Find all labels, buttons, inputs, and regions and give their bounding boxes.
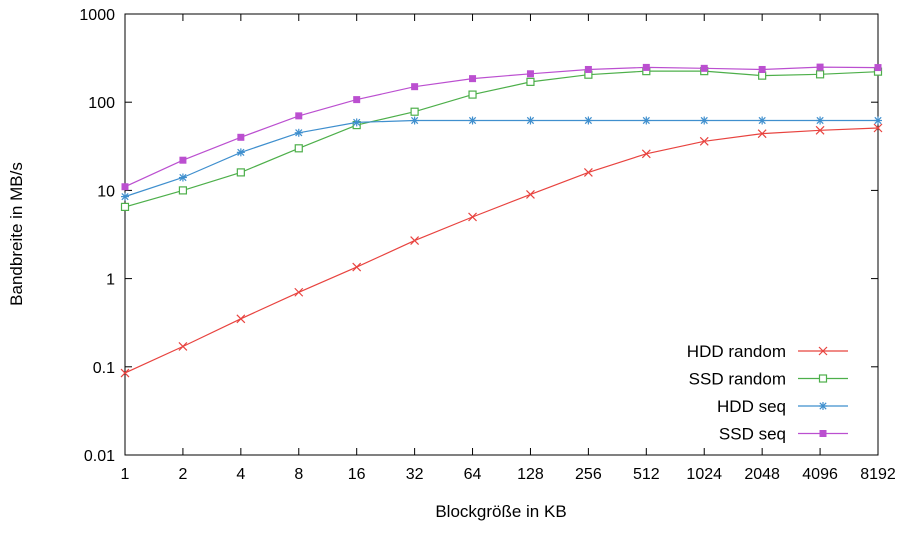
cross-marker (815, 125, 825, 135)
asterisk-marker (526, 116, 535, 125)
x-tick-label: 256 (575, 466, 602, 483)
asterisk-marker (819, 402, 827, 410)
cross-marker (641, 149, 651, 159)
asterisk-marker (758, 116, 767, 125)
legend-entry-ssd-random: SSD random (689, 370, 848, 389)
filled-square-marker (179, 156, 187, 164)
legend-label: HDD seq (717, 397, 786, 416)
cross-marker (757, 129, 767, 139)
filled-square-marker (816, 63, 824, 71)
y-tick-label: 0.01 (84, 448, 115, 465)
series-line-ssd-random (124, 70, 879, 208)
filled-square-marker (411, 83, 419, 91)
y-tick-label: 0.1 (93, 360, 115, 377)
legend-entry-hdd-random: HDD random (687, 342, 848, 361)
series-markers-hdd-seq (121, 116, 882, 201)
cross-marker (120, 368, 130, 378)
cross-marker (873, 123, 883, 133)
open-square-marker (758, 71, 767, 80)
filled-square-marker (295, 112, 303, 120)
asterisk-marker (468, 116, 477, 125)
legend-label: SSD seq (719, 425, 786, 444)
cross-marker (178, 342, 188, 351)
series-markers-hdd-random (120, 123, 883, 378)
y-axis-label: Bandbreite in MB/s (7, 162, 26, 306)
open-square-marker (818, 374, 828, 383)
x-tick-label: 8192 (860, 466, 896, 483)
cross-marker (583, 167, 593, 177)
plot-area: 1 2 4 8 16 32 64 128 256 512 1024 2048 4096 8192 0.01 0… (79, 7, 895, 483)
cross-marker (468, 212, 477, 222)
filled-square-marker (874, 64, 882, 72)
x-tick-label: 1 (121, 466, 130, 483)
legend-entry-ssd-seq: SSD seq (719, 425, 848, 444)
asterisk-marker (236, 148, 245, 157)
cross-marker (236, 314, 246, 324)
axis-frame (124, 13, 879, 456)
filled-square-marker (819, 430, 827, 437)
y-tick-label: 10 (97, 183, 115, 200)
open-square-marker (526, 77, 535, 86)
cross-marker (699, 136, 709, 146)
x-tick-label: 2048 (744, 466, 780, 483)
legend-label: SSD random (689, 370, 786, 389)
filled-square-marker (758, 65, 766, 73)
series-line-ssd-seq (124, 66, 879, 188)
open-square-marker (815, 70, 825, 79)
asterisk-marker (584, 116, 593, 125)
cross-marker (352, 262, 362, 272)
asterisk-marker (642, 116, 651, 125)
asterisk-marker (178, 173, 187, 182)
open-square-marker (178, 186, 188, 195)
filled-square-marker (237, 133, 245, 141)
filled-square-marker (353, 96, 361, 104)
asterisk-marker (121, 192, 129, 201)
asterisk-marker (816, 116, 825, 125)
open-square-marker (468, 90, 477, 99)
open-square-marker (294, 144, 303, 153)
series-line-hdd-random (124, 127, 879, 374)
y-tick-label: 1000 (79, 7, 115, 24)
asterisk-marker (700, 116, 709, 125)
filled-square-marker (584, 65, 592, 73)
filled-square-marker (469, 75, 477, 83)
x-axis-label: Blockgröße in KB (435, 502, 566, 521)
legend-entry-hdd-seq: HDD seq (717, 397, 848, 416)
open-square-marker (236, 168, 245, 177)
series-markers-ssd-seq (121, 63, 882, 191)
x-tick-label: 4096 (802, 466, 838, 483)
cross-marker (818, 346, 828, 356)
asterisk-marker (352, 118, 361, 127)
open-square-marker (120, 202, 130, 212)
asterisk-marker (294, 128, 303, 137)
y-tick-label: 1 (106, 272, 115, 289)
open-square-marker (410, 107, 419, 116)
asterisk-marker (874, 116, 882, 125)
x-tick-label: 2 (178, 466, 187, 483)
cross-marker (410, 236, 420, 245)
filled-square-marker (642, 63, 650, 71)
filled-square-marker (526, 70, 534, 78)
x-tick-label: 1024 (686, 466, 722, 483)
x-tick-label: 512 (633, 466, 660, 483)
x-tick-label: 32 (406, 466, 424, 483)
filled-square-marker (121, 183, 129, 191)
x-tick-label: 8 (294, 466, 303, 483)
x-tick-label: 4 (236, 466, 245, 483)
asterisk-marker (410, 116, 419, 125)
cross-marker (294, 287, 304, 297)
filled-square-marker (700, 64, 708, 72)
x-tick-label: 16 (348, 466, 366, 483)
x-tick-label: 128 (517, 466, 544, 483)
cross-marker (526, 190, 535, 199)
x-tick-label: 64 (464, 466, 482, 483)
series-line-hdd-seq (124, 119, 878, 198)
legend-label: HDD random (687, 342, 786, 361)
y-tick-label: 100 (88, 95, 115, 112)
